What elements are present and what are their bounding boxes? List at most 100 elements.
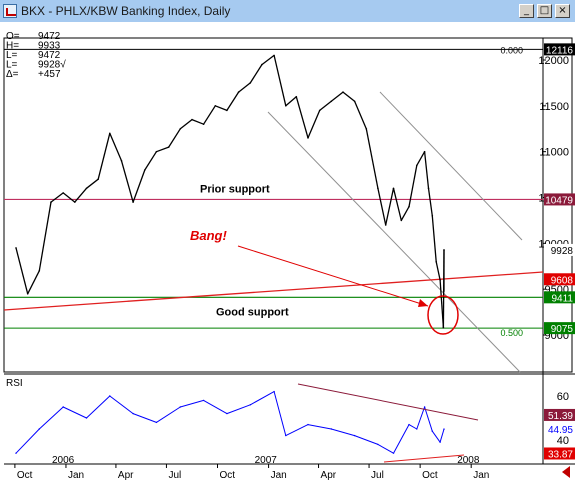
price-point (416, 164, 418, 167)
price-segment (307, 110, 321, 139)
ohlc-readout-label: H= (6, 41, 19, 52)
price-segment (392, 188, 402, 221)
x-axis-tick-label: Oct (17, 470, 33, 481)
price-segment (120, 160, 134, 203)
price-point (285, 105, 287, 107)
price-point (353, 100, 356, 103)
price-segment (38, 201, 52, 271)
price-point (307, 137, 309, 139)
price-segment (86, 178, 99, 189)
rsi-segment (377, 443, 394, 454)
rsi-segment (156, 406, 181, 423)
price-point (74, 201, 76, 203)
price-axis-tick-label: 12000 (538, 55, 569, 67)
rsi-point (226, 412, 228, 415)
price-segment (261, 54, 275, 66)
price-point (377, 187, 379, 190)
rsi-point (353, 434, 356, 437)
title-bar[interactable]: BKX - PHLX/KBW Banking Index, Daily _ □ … (0, 0, 575, 22)
price-segment (132, 169, 146, 203)
good-support-label: Good support (216, 306, 289, 318)
rsi-segment (408, 424, 418, 430)
price-point (408, 205, 410, 208)
rsi-segment (273, 391, 287, 436)
price-segment (365, 128, 379, 189)
price-segment (249, 64, 263, 84)
ohlc-readout-value: 9928√ (38, 59, 66, 71)
price-point (38, 270, 41, 272)
price-axis-tick-label: 11500 (539, 101, 569, 113)
x-axis-year-label: 2007 (255, 455, 278, 466)
ohlc-readout-value: +457 (38, 69, 61, 80)
price-value-box (544, 291, 575, 304)
rsi-point (109, 395, 111, 397)
rsi-segment (38, 406, 64, 430)
maximize-button[interactable]: □ (537, 4, 552, 18)
price-point (202, 123, 205, 125)
price-point (318, 109, 321, 112)
price-point (330, 100, 333, 103)
price-segment (319, 100, 332, 111)
price-value-box (544, 273, 575, 286)
ohlc-readout-value: 9472 (38, 50, 61, 61)
price-point (85, 187, 88, 190)
rsi-point (423, 406, 426, 408)
ohlc-readout-value: 9933 (38, 41, 61, 52)
price-point (109, 132, 111, 135)
rsi-segment (393, 424, 410, 454)
price-point (214, 105, 217, 107)
minimize-button[interactable]: _ (519, 4, 534, 18)
price-value-label: 9608 (551, 275, 574, 286)
price-segment (74, 187, 87, 203)
rsi-point (38, 428, 40, 430)
price-segment (431, 215, 437, 262)
price-value-label: 12116 (546, 45, 574, 56)
rsi-value-label: 51.39 (548, 411, 573, 422)
price-segment (215, 105, 228, 112)
rsi-segment (62, 406, 87, 419)
price-point (273, 54, 275, 57)
price-segment (273, 55, 287, 106)
rsi-point (307, 423, 309, 426)
rsi-point (408, 423, 410, 426)
price-point (427, 187, 430, 190)
price-point (226, 109, 228, 112)
price-segment (423, 151, 430, 189)
price-segment (168, 128, 181, 148)
close-button[interactable]: × (555, 4, 570, 18)
rsi-point (285, 434, 287, 437)
price-segment (295, 96, 309, 139)
price-point (431, 215, 434, 217)
x-axis-tick-label: Oct (220, 470, 236, 481)
price-value-label: 9928 (551, 246, 574, 257)
price-point (144, 169, 146, 171)
price-segment (385, 188, 395, 226)
price-segment (97, 133, 111, 180)
prior-support-label: Prior support (200, 183, 270, 195)
price-point (365, 128, 368, 130)
price-point (384, 224, 387, 226)
price-chart[interactable]: 9000950010000105001100011500120000.0000.… (0, 22, 575, 488)
price-segment (285, 96, 297, 107)
price-value-label: 10479 (545, 195, 573, 206)
ohlc-readout-label: L= (6, 60, 18, 71)
rsi-axis-tick-label: 40 (557, 435, 569, 447)
rsi-point (202, 399, 205, 402)
price-segment (416, 151, 426, 166)
x-axis-tick-label: Oct (422, 470, 438, 481)
rsi-point (273, 390, 275, 393)
x-axis-tick-label: Jul (168, 470, 181, 481)
price-segment (342, 91, 356, 102)
scroll-right-icon[interactable] (562, 466, 570, 478)
price-segment (354, 101, 367, 130)
price-segment (15, 247, 29, 294)
price-value-box (544, 193, 575, 206)
price-value-box (544, 43, 575, 56)
price-point (342, 91, 344, 93)
rsi-value-label: 33.87 (548, 449, 573, 460)
price-segment (50, 192, 64, 203)
rsi-point (15, 452, 17, 454)
price-point (295, 95, 298, 98)
rsi-segment (226, 404, 251, 415)
price-point (423, 150, 426, 153)
